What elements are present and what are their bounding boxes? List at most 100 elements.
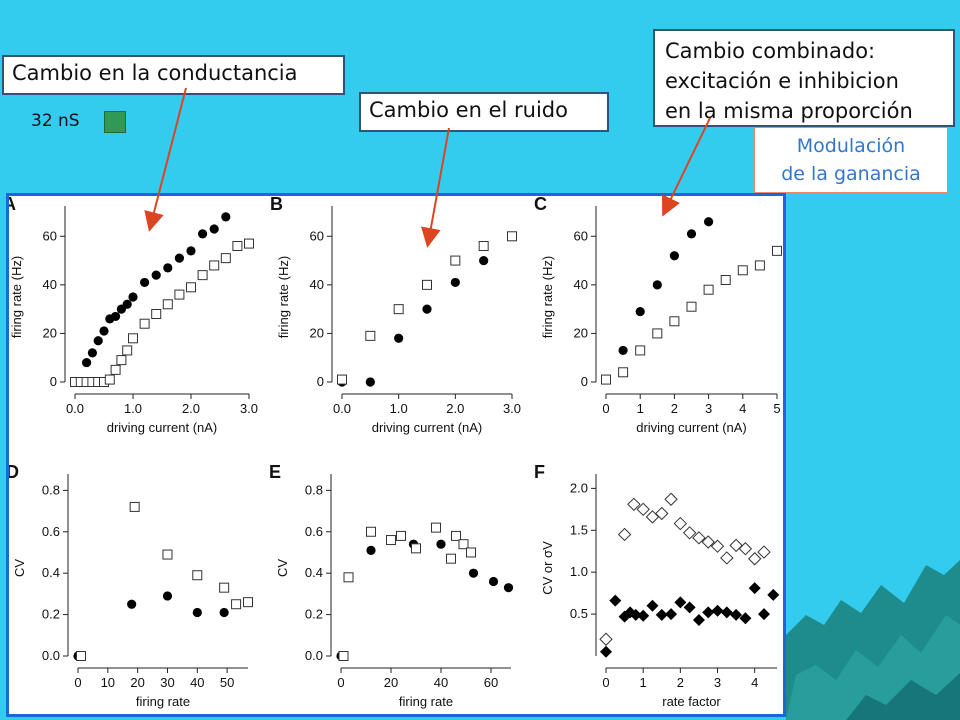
point-d-s0 [162, 591, 173, 601]
point-d-s1 [219, 582, 230, 593]
point-a-s1 [186, 282, 196, 293]
point-a-s1 [128, 333, 138, 344]
point-f-s0 [646, 599, 659, 612]
y-tick-label-e: 0.6 [305, 524, 323, 539]
x-axis-title-a: driving current (nA) [107, 420, 218, 435]
point-f-s1 [627, 497, 641, 512]
y-tick-label-b: 60 [310, 228, 324, 243]
point-b-s0 [422, 304, 432, 314]
callout-conductance-text: Cambio en la conductancia [12, 61, 298, 85]
legend-swatch [104, 111, 126, 133]
point-d-s0 [127, 599, 137, 609]
x-tick-label-a: 0.0 [66, 401, 84, 416]
point-c-s1 [720, 275, 731, 285]
x-tick-label-c: 5 [773, 401, 780, 416]
point-c-s1 [635, 345, 646, 356]
point-d-s0 [192, 607, 202, 618]
x-tick-label-e: 40 [434, 675, 448, 690]
point-a-s1 [244, 238, 254, 249]
point-f-s1 [692, 531, 706, 545]
panel-label-c: C [534, 196, 547, 214]
point-f-s0 [637, 609, 650, 622]
point-b-s1 [507, 231, 517, 242]
point-a-s1 [162, 299, 173, 310]
x-tick-label-e: 0 [337, 675, 344, 690]
x-axis-title-d: firing rate [136, 694, 190, 709]
point-c-s1 [618, 367, 629, 378]
point-e-s0 [366, 545, 376, 555]
y-tick-label-b: 40 [310, 277, 324, 292]
point-f-s1 [710, 539, 725, 553]
point-a-s0 [140, 277, 150, 288]
point-f-s1 [617, 527, 632, 542]
point-e-s1 [466, 547, 476, 558]
point-f-s0 [720, 606, 733, 619]
point-f-s0 [629, 608, 642, 621]
point-b-s0 [479, 255, 489, 266]
point-e-s1 [431, 522, 441, 533]
point-e-s1 [458, 539, 469, 550]
x-tick-label-f: 4 [751, 675, 758, 690]
point-c-s0 [669, 251, 680, 261]
point-f-s0 [748, 582, 761, 595]
y-tick-label-a: 60 [43, 228, 57, 243]
x-tick-label-d: 0 [74, 675, 81, 690]
point-e-s1 [338, 651, 349, 661]
x-tick-label-d: 30 [160, 675, 174, 690]
point-a-s0 [93, 336, 103, 346]
point-e-s1 [451, 530, 461, 541]
point-a-s0 [111, 311, 121, 322]
y-axis-title-b: firing rate (Hz) [276, 256, 291, 338]
callout-combined-line1: Cambio combinado: [665, 39, 876, 63]
point-e-s1 [343, 572, 354, 583]
x-tick-label-d: 10 [101, 675, 115, 690]
y-tick-label-e: 0.2 [305, 607, 323, 622]
y-tick-label-c: 60 [574, 228, 588, 243]
point-a-s1 [122, 345, 133, 356]
callout-combined: Cambio combinado: excitación e inhibicio… [653, 29, 955, 127]
point-c-s1 [686, 301, 697, 312]
x-tick-label-b: 1.0 [390, 401, 408, 416]
point-f-s0 [702, 606, 715, 619]
x-tick-label-f: 3 [714, 675, 721, 690]
point-b-s1 [478, 241, 489, 251]
point-f-s1 [747, 552, 762, 566]
panel-label-d: D [9, 462, 19, 482]
gain-line1: Modulación [796, 135, 906, 157]
x-tick-label-b: 3.0 [503, 401, 521, 416]
point-f-s1 [664, 492, 678, 506]
point-e-s1 [396, 530, 406, 541]
y-axis-title-e: CV [275, 559, 290, 577]
point-c-s0 [618, 345, 628, 356]
point-a-s0 [122, 299, 132, 309]
point-d-s1 [192, 570, 203, 581]
point-a-s0 [82, 357, 92, 368]
y-tick-label-b: 20 [310, 325, 324, 340]
point-a-s1 [139, 318, 150, 329]
y-axis-title-a: firing rate (Hz) [9, 256, 24, 338]
y-tick-label-f: 1.5 [570, 522, 588, 537]
x-tick-label-c: 4 [739, 401, 746, 416]
point-a-s0 [128, 292, 138, 302]
point-e-s1 [366, 526, 376, 537]
point-f-s1 [673, 516, 688, 531]
point-b-s1 [337, 374, 347, 385]
y-tick-label-a: 40 [43, 277, 57, 292]
point-a-s1 [209, 260, 220, 271]
panel-label-e: E [269, 462, 281, 482]
point-f-s0 [711, 604, 724, 617]
point-a-s0 [163, 263, 173, 273]
point-d-s1 [129, 501, 140, 512]
y-tick-label-c: 0 [581, 374, 588, 389]
point-b-s0 [450, 277, 460, 288]
point-f-s0 [665, 608, 678, 621]
y-tick-label-f: 2.0 [570, 480, 588, 495]
point-d-s1 [243, 597, 253, 608]
x-axis-title-e: firing rate [399, 694, 453, 709]
callout-conductance: Cambio en la conductancia [2, 55, 345, 95]
point-c-s1 [601, 374, 611, 385]
x-tick-label-e: 60 [484, 675, 498, 690]
panel-label-b: B [270, 196, 283, 214]
x-tick-label-d: 50 [220, 675, 234, 690]
point-c-s1 [703, 284, 714, 295]
